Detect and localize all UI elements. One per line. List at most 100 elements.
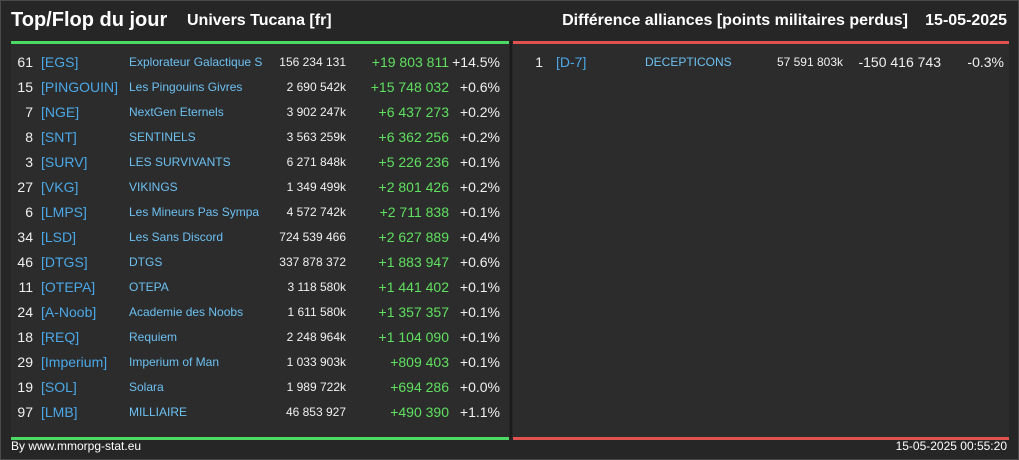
table-row: 6 [LMPS] Les Mineurs Pas Sympa 4 572 742k +2… (11, 200, 509, 225)
alliance-tag-link[interactable]: [LMB] (41, 404, 78, 420)
rank-cell: 34 (17, 229, 33, 245)
alliance-name-link[interactable]: SENTINELS (129, 130, 196, 144)
points-cell: 3 118 580k (287, 280, 347, 294)
percent-cell: +0.2% (459, 129, 500, 145)
delta-cell: +15 748 032 (370, 79, 449, 95)
percent-cell: +0.6% (459, 254, 500, 270)
header: Top/Flop du jour Univers Tucana [fr] Dif… (1, 1, 1018, 41)
header-date: 15-05-2025 (925, 12, 1007, 29)
alliance-name-link[interactable]: Solara (129, 380, 164, 394)
delta-cell: +2 801 426 (378, 179, 449, 195)
alliance-tag-link[interactable]: [NGE] (41, 104, 80, 120)
alliance-tag-link[interactable]: [LSD] (41, 229, 77, 245)
panel-divider (510, 41, 512, 438)
alliance-tag-link[interactable]: [PINGOUIN] (41, 79, 119, 95)
difference-label: Différence alliances [points militaires … (562, 12, 908, 29)
percent-cell: +0.2% (459, 104, 500, 120)
alliance-name-link[interactable]: Les Sans Discord (129, 230, 224, 244)
delta-cell: +1 441 402 (378, 279, 449, 295)
alliance-tag-link[interactable]: [DTGS] (41, 254, 88, 270)
universe-subtitle: Univers Tucana [fr] (187, 12, 332, 29)
delta-cell: +19 803 811 (371, 54, 449, 70)
table-row: 8 [SNT] SENTINELS 3 563 259k +6 362 256 +0.2% (11, 125, 509, 150)
points-cell: 2 690 542k (286, 80, 346, 94)
table-row: 24 [A-Noob] Academie des Noobs 1 611 580k +1… (11, 300, 509, 325)
points-cell: 3 902 247k (286, 105, 346, 119)
flop-alliances-panel: 1 [D-7] DECEPTICONS 57 591 803k -150 416 743… (513, 41, 1009, 440)
alliance-tag-link[interactable]: [Imperium] (41, 354, 108, 370)
percent-cell: +0.1% (459, 304, 500, 320)
delta-cell: +6 362 256 (378, 129, 449, 145)
points-cell: 337 878 372 (279, 255, 346, 269)
table-row: 46 [DTGS] DTGS 337 878 372 +1 883 947 +0.6% (11, 250, 509, 275)
rank-cell: 11 (18, 279, 33, 295)
alliance-name-link[interactable]: VIKINGS (129, 180, 178, 194)
table-row: 3 [SURV] LES SURVIVANTS 6 271 848k +5 226 23… (11, 150, 509, 175)
delta-cell: +5 226 236 (378, 154, 449, 170)
alliance-name-link[interactable]: LES SURVIVANTS (129, 155, 231, 169)
points-cell: 1 989 722k (286, 380, 346, 394)
points-cell: 46 853 927 (285, 405, 346, 419)
alliance-tag-link[interactable]: [SURV] (41, 154, 88, 170)
alliance-name-link[interactable]: NextGen Eternels (129, 105, 224, 119)
table-row: 7 [NGE] NextGen Eternels 3 902 247k +6 437 2… (11, 100, 509, 125)
table-row: 34 [LSD] Les Sans Discord 724 539 466 +2 627… (11, 225, 509, 250)
points-cell: 6 271 848k (286, 155, 346, 169)
alliance-tag-link[interactable]: [SNT] (41, 129, 77, 145)
points-cell: 3 563 259k (286, 130, 346, 144)
percent-cell: +0.6% (459, 79, 500, 95)
percent-cell: +0.2% (459, 179, 500, 195)
delta-cell: +2 711 838 (379, 204, 449, 220)
rank-cell: 6 (25, 204, 33, 220)
alliance-name-link[interactable]: MILLIAIRE (129, 405, 188, 419)
table-row: 18 [REQ] Requiem 2 248 964k +1 104 090 +0.1% (11, 325, 509, 350)
alliance-name-link[interactable]: Requiem (129, 330, 178, 344)
alliance-tag-link[interactable]: [D-7] (556, 54, 587, 70)
delta-cell: +2 627 889 (378, 229, 449, 245)
points-cell: 156 234 131 (279, 55, 346, 69)
rank-cell: 24 (17, 304, 33, 320)
alliance-name-link[interactable]: Academie des Noobs (129, 305, 244, 319)
rank-cell: 15 (17, 79, 33, 95)
alliance-name-link[interactable]: DECEPTICONS (645, 55, 732, 69)
delta-cell: +1 104 090 (378, 329, 449, 345)
points-cell: 1 033 903k (286, 355, 346, 369)
source-credit: By www.mmorpg-stat.eu (11, 439, 142, 453)
alliance-name-link[interactable]: Les Mineurs Pas Sympa (129, 205, 260, 219)
table-row: 97 [LMB] MILLIAIRE 46 853 927 +490 390 +1.1% (11, 400, 509, 425)
alliance-name-link[interactable]: Les Pingouins Givres (129, 80, 243, 94)
percent-cell: +0.1% (459, 154, 500, 170)
alliance-tag-link[interactable]: [EGS] (41, 54, 79, 70)
alliance-tag-link[interactable]: [OTEPA] (41, 279, 96, 295)
top-alliances-panel: 61 [EGS] Explorateur Galactique S 156 234 1… (11, 41, 509, 440)
percent-cell: +0.1% (459, 354, 500, 370)
alliance-tag-link[interactable]: [REQ] (41, 329, 80, 345)
alliance-tag-link[interactable]: [SOL] (41, 379, 77, 395)
table-row: 15 [PINGOUIN] Les Pingouins Givres 2 690 54… (11, 75, 509, 100)
points-cell: 724 539 466 (279, 230, 346, 244)
rank-cell: 19 (17, 379, 33, 395)
delta-cell: +1 357 357 (378, 304, 449, 320)
points-cell: 2 248 964k (286, 330, 346, 344)
rank-cell: 3 (25, 154, 33, 170)
points-cell: 4 572 742k (286, 205, 346, 219)
percent-cell: +1.1% (459, 404, 500, 420)
table-row: 11 [OTEPA] OTEPA 3 118 580k +1 441 402 +0.1% (11, 275, 509, 300)
delta-cell: +6 437 273 (378, 104, 449, 120)
alliance-name-link[interactable]: OTEPA (129, 280, 169, 294)
table-row: 27 [VKG] VIKINGS 1 349 499k +2 801 426 +0.2% (11, 175, 509, 200)
alliance-name-link[interactable]: DTGS (129, 255, 163, 269)
rank-cell: 27 (17, 179, 33, 195)
rank-cell: 97 (17, 404, 33, 420)
alliance-name-link[interactable]: Imperium of Man (129, 355, 220, 369)
rank-cell: 46 (17, 254, 33, 270)
points-cell: 1 611 580k (287, 305, 347, 319)
alliance-tag-link[interactable]: [A-Noob] (41, 304, 97, 320)
alliance-name-link[interactable]: Explorateur Galactique S (129, 55, 263, 69)
alliance-tag-link[interactable]: [LMPS] (41, 204, 87, 220)
table-row: 29 [Imperium] Imperium of Man 1 033 903k +80… (11, 350, 509, 375)
alliance-tag-link[interactable]: [VKG] (41, 179, 79, 195)
rank-cell: 1 (535, 54, 543, 70)
rank-cell: 8 (25, 129, 33, 145)
rank-cell: 18 (17, 329, 33, 345)
